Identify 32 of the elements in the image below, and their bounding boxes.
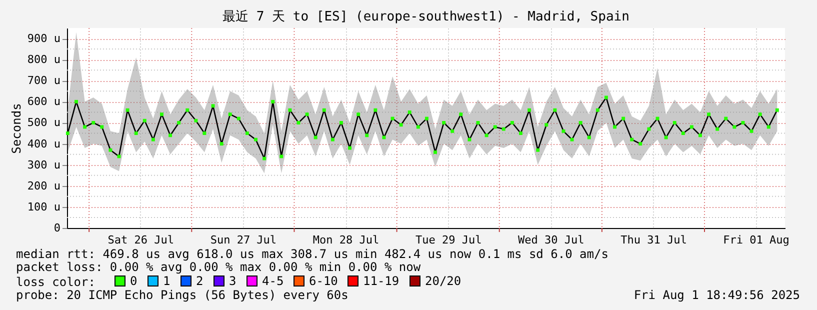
y-tick-label: 300 u — [27, 158, 60, 172]
x-tick-label: Sun 27 Jul — [210, 234, 277, 246]
legend-label: 0 — [130, 274, 138, 288]
legend-label: 1 — [163, 274, 170, 288]
legend-label: 4-5 — [262, 274, 284, 288]
y-axis-title: Seconds — [9, 103, 24, 154]
legend-label: 3 — [229, 274, 236, 288]
x-tick-label: Wed 30 Jul — [518, 234, 584, 246]
chart-title: 最近 7 天 to [ES] (europe-southwest1) - Madrid, Spain — [222, 10, 630, 24]
y-tick-label: 600 u — [27, 95, 60, 108]
y-tick-label: 500 u — [27, 116, 60, 130]
x-tick-label: Thu 31 Jul — [620, 234, 687, 246]
y-tick-label: 900 u — [27, 32, 60, 46]
y-tick-label: 100 u — [27, 200, 60, 214]
text: Fri Aug 1 18:49:56 2025 — [634, 288, 800, 302]
text: packet loss: 0.00 % avg 0.00 % max 0.00 % min 0.00 % now — [16, 260, 422, 274]
x-tick-label: Sat 26 Jul — [108, 234, 174, 246]
y-tick-label: 400 u — [27, 137, 60, 150]
text: probe: 20 ICMP Echo Pings (56 Bytes) every 60s — [16, 288, 348, 302]
y-tick-label: 800 u — [27, 53, 60, 66]
x-tick-label: Mon 28 Jul — [312, 234, 380, 246]
legend-label: 2 — [196, 274, 204, 288]
text: median rtt: 469.8 us avg 618.0 us max 308.7 us min 482.4 us now 0.1 ms sd 6.0 am/s — [16, 247, 608, 261]
y-tick-label: 0 — [54, 222, 60, 234]
legend-label: 6-10 — [309, 274, 338, 288]
legend-label: 20/20 — [425, 274, 462, 288]
x-tick-label: Fri 01 Aug — [723, 234, 790, 246]
legend-title: loss color: — [16, 275, 96, 289]
legend-label: 11-19 — [363, 274, 400, 288]
y-tick-label: 200 u — [27, 179, 60, 192]
y-tick-label: 700 u — [27, 74, 60, 88]
x-tick-label: Tue 29 Jul — [415, 234, 482, 246]
